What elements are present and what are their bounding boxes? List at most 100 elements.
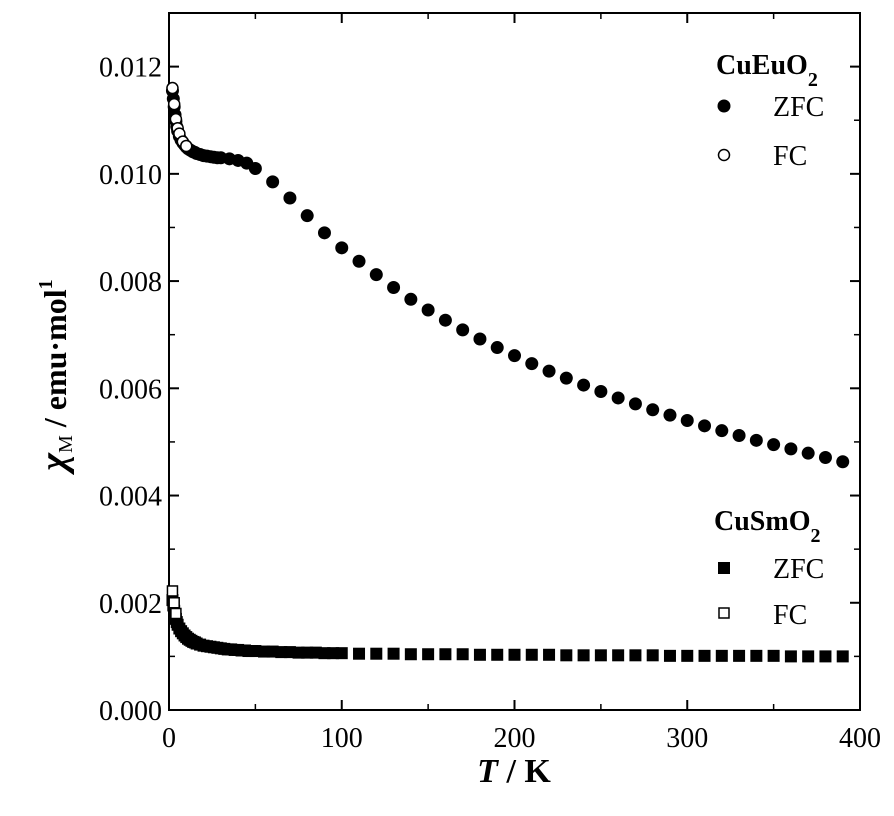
data-point bbox=[456, 648, 469, 661]
data-point bbox=[168, 597, 180, 609]
legend-cusmo2-title-sub: 2 bbox=[810, 525, 820, 547]
data-point bbox=[491, 648, 504, 661]
data-point bbox=[577, 378, 591, 392]
data-point bbox=[715, 649, 728, 662]
data-point bbox=[749, 433, 763, 447]
legend-cusmo2: CuSmO2 ZFC FC bbox=[714, 506, 824, 631]
data-point bbox=[750, 649, 763, 662]
data-point bbox=[300, 209, 314, 223]
x-axis-var: T bbox=[477, 753, 499, 790]
data-point bbox=[525, 648, 538, 661]
data-point bbox=[560, 649, 573, 662]
data-point bbox=[335, 241, 349, 255]
y-axis-sep: / bbox=[37, 410, 73, 435]
data-point bbox=[335, 647, 348, 660]
series-layer bbox=[165, 81, 850, 663]
data-point bbox=[628, 397, 642, 411]
x-tick-label: 100 bbox=[321, 723, 363, 754]
data-point bbox=[698, 649, 711, 662]
legend-cueuo2-fc-marker bbox=[717, 148, 731, 162]
x-tick-label: 0 bbox=[162, 723, 176, 754]
data-point bbox=[594, 385, 608, 399]
data-point bbox=[248, 161, 262, 175]
x-axis-sep: / bbox=[498, 753, 524, 790]
data-point bbox=[663, 649, 676, 662]
legend-cueuo2-zfc-marker bbox=[717, 99, 731, 113]
y-tick-label: 0.002 bbox=[99, 589, 162, 620]
data-point bbox=[594, 649, 607, 662]
legend-cusmo2-fc-marker bbox=[718, 607, 730, 619]
legend-cusmo2-title: CuSmO2 bbox=[714, 506, 820, 547]
legend-cueuo2: CuEuO2 ZFC FC bbox=[716, 50, 824, 172]
data-point bbox=[543, 648, 556, 661]
data-point bbox=[438, 313, 452, 327]
legend-cusmo2-fc-label: FC bbox=[773, 600, 807, 631]
data-point bbox=[732, 428, 746, 442]
data-point bbox=[577, 649, 590, 662]
data-point bbox=[490, 341, 504, 355]
legend-cusmo2-zfc-marker bbox=[718, 562, 730, 574]
data-point bbox=[819, 650, 832, 663]
data-point bbox=[170, 607, 182, 620]
x-tick-label: 200 bbox=[494, 723, 536, 754]
data-point bbox=[508, 648, 521, 661]
y-tick-label: 0.000 bbox=[99, 696, 162, 727]
series-cusmo2-fc bbox=[166, 585, 182, 620]
y-tick-label: 0.004 bbox=[99, 482, 162, 513]
data-point bbox=[404, 648, 417, 661]
data-point bbox=[473, 648, 486, 661]
data-point bbox=[818, 450, 832, 464]
data-point bbox=[266, 175, 280, 189]
data-point bbox=[283, 191, 297, 205]
data-point bbox=[611, 391, 625, 405]
legend-cueuo2-title: CuEuO2 bbox=[716, 50, 818, 91]
data-point bbox=[167, 97, 181, 111]
x-tick-label: 400 bbox=[839, 723, 881, 754]
data-point bbox=[836, 455, 850, 469]
data-point bbox=[612, 649, 625, 662]
x-tick-label: 300 bbox=[666, 723, 708, 754]
y-axis-chi: χ bbox=[33, 452, 75, 476]
data-point bbox=[559, 371, 573, 385]
data-point bbox=[439, 648, 452, 661]
data-point bbox=[456, 323, 470, 337]
data-point bbox=[629, 649, 642, 662]
series-cusmo2-zfc bbox=[166, 594, 849, 663]
series-cueuo2-zfc bbox=[165, 84, 850, 469]
data-point bbox=[784, 442, 798, 456]
series-cueuo2-fc bbox=[166, 81, 193, 153]
data-point bbox=[352, 254, 366, 268]
data-point bbox=[369, 268, 383, 282]
data-point bbox=[715, 424, 729, 438]
data-point bbox=[542, 364, 556, 378]
y-axis-sub: M bbox=[55, 435, 77, 453]
legend-cusmo2-zfc-label: ZFC bbox=[773, 554, 824, 585]
legend-cueuo2-zfc-label: ZFC bbox=[773, 92, 824, 123]
axis-ticks bbox=[168, 13, 861, 711]
legend-cusmo2-title-main: CuSmO bbox=[714, 506, 810, 537]
data-point bbox=[646, 403, 660, 417]
data-point bbox=[784, 650, 797, 663]
data-point bbox=[525, 357, 539, 371]
data-point bbox=[733, 649, 746, 662]
data-point bbox=[646, 649, 659, 662]
data-point bbox=[802, 650, 815, 663]
data-point bbox=[166, 585, 179, 597]
legend-cueuo2-title-sub: 2 bbox=[808, 69, 818, 91]
data-point bbox=[767, 438, 781, 452]
x-axis-unit: K bbox=[524, 753, 551, 790]
data-point bbox=[387, 281, 401, 295]
legend-cueuo2-fc-label: FC bbox=[773, 141, 807, 172]
y-tick-label: 0.010 bbox=[99, 160, 162, 191]
y-tick-label: 0.008 bbox=[99, 267, 162, 298]
data-point bbox=[317, 226, 331, 240]
y-axis-title: χM / emu·mol1 bbox=[33, 279, 77, 475]
data-point bbox=[387, 647, 400, 660]
y-tick-label: 0.006 bbox=[99, 374, 162, 405]
data-point bbox=[767, 649, 780, 662]
data-point bbox=[404, 292, 418, 306]
data-point bbox=[801, 446, 815, 460]
tick-labels: 0 100 200 300 400 0.000 0.002 0.004 0.006 0.008 0.… bbox=[99, 53, 881, 754]
data-point bbox=[370, 647, 383, 660]
data-point bbox=[836, 650, 849, 663]
